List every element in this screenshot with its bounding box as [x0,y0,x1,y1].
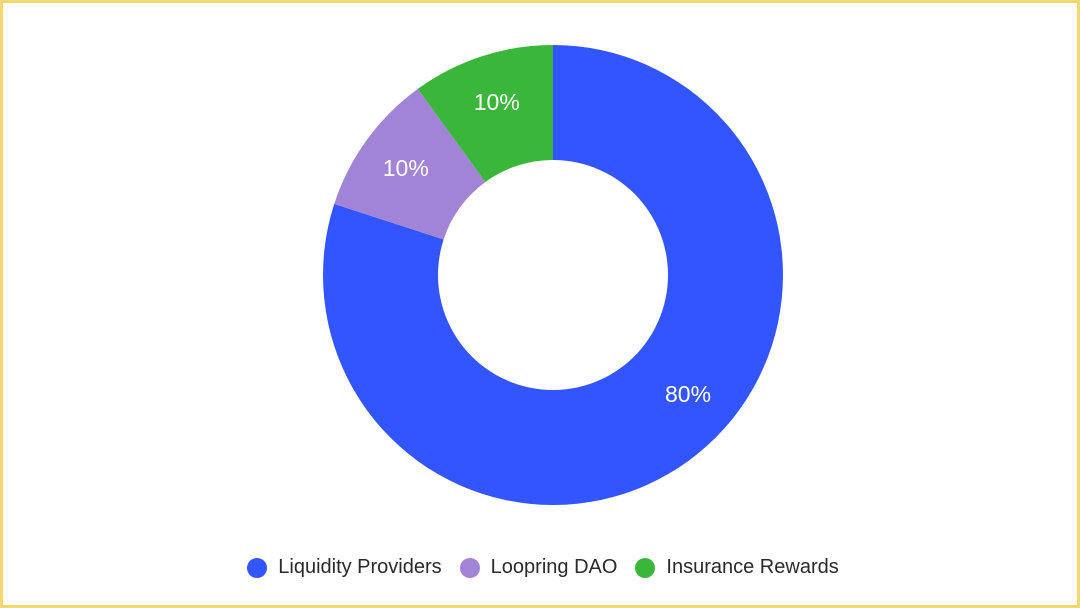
donut-chart: 80% 10% 10% [322,45,783,505]
slice-liquidity-providers[interactable] [322,45,783,505]
legend-label-insurance-rewards: Insurance Rewards [666,556,839,578]
data-label-liquidity-providers: 80% [665,381,711,407]
data-label-loopring-dao: 10% [383,155,429,181]
legend-label-loopring-dao: Loopring DAO [490,556,618,578]
legend-label-liquidity-providers: Liquidity Providers [278,556,442,578]
legend-item-liquidity-providers[interactable]: Liquidity Providers [247,556,442,579]
data-label-insurance-rewards: 10% [474,89,520,115]
legend-item-loopring-dao[interactable]: Loopring DAO [459,556,618,579]
legend-item-insurance-rewards[interactable]: Insurance Rewards [635,556,839,579]
slice-insurance-rewards[interactable] [417,45,553,182]
legend-swatch-loopring-dao [459,557,480,578]
chart-legend: Liquidity Providers Loopring DAO Insuran… [3,556,1080,579]
legend-swatch-liquidity-providers [247,557,268,578]
legend-swatch-insurance-rewards [635,557,656,578]
slice-loopring-dao[interactable] [334,88,486,240]
